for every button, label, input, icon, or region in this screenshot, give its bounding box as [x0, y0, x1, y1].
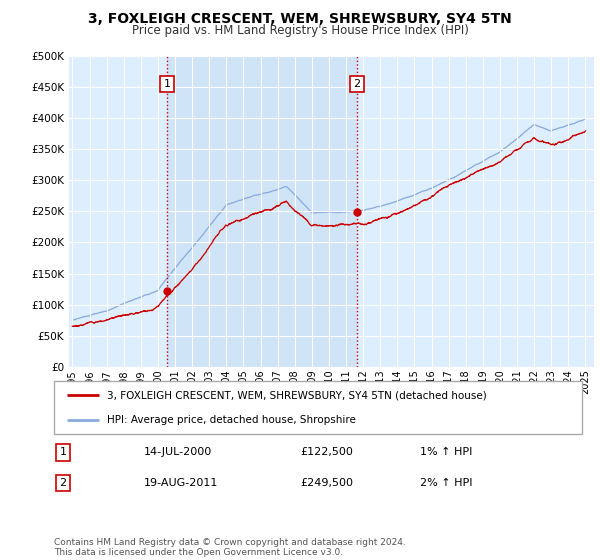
FancyBboxPatch shape	[54, 381, 582, 434]
Text: HPI: Average price, detached house, Shropshire: HPI: Average price, detached house, Shro…	[107, 414, 356, 424]
Text: Contains HM Land Registry data © Crown copyright and database right 2024.
This d: Contains HM Land Registry data © Crown c…	[54, 538, 406, 557]
Text: 3, FOXLEIGH CRESCENT, WEM, SHREWSBURY, SY4 5TN (detached house): 3, FOXLEIGH CRESCENT, WEM, SHREWSBURY, S…	[107, 390, 487, 400]
Text: 2% ↑ HPI: 2% ↑ HPI	[420, 478, 473, 488]
Text: 14-JUL-2000: 14-JUL-2000	[144, 447, 212, 458]
Text: 2: 2	[59, 478, 67, 488]
Text: 1% ↑ HPI: 1% ↑ HPI	[420, 447, 472, 458]
Text: 19-AUG-2011: 19-AUG-2011	[144, 478, 218, 488]
Text: Price paid vs. HM Land Registry's House Price Index (HPI): Price paid vs. HM Land Registry's House …	[131, 24, 469, 37]
Text: 3, FOXLEIGH CRESCENT, WEM, SHREWSBURY, SY4 5TN: 3, FOXLEIGH CRESCENT, WEM, SHREWSBURY, S…	[88, 12, 512, 26]
Text: 2: 2	[353, 79, 361, 89]
Text: 1: 1	[164, 79, 170, 89]
Text: £122,500: £122,500	[300, 447, 353, 458]
Text: 1: 1	[59, 447, 67, 458]
Text: £249,500: £249,500	[300, 478, 353, 488]
Bar	[167, 56, 357, 367]
